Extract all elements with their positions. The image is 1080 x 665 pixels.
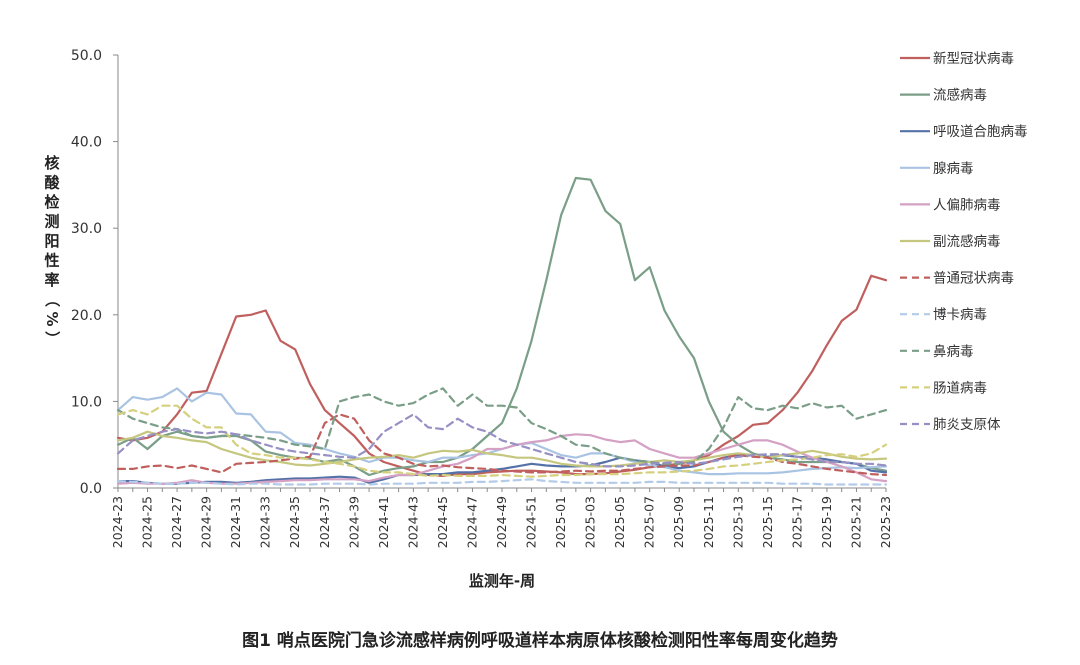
x-tick-label: 2025-09 [671,496,686,548]
x-tick-label: 2025-13 [730,496,745,548]
legend-label: 博卡病毒 [933,306,987,323]
legend-label: 鼻病毒 [933,343,974,360]
series-layer [116,176,888,486]
x-axis-title: 监测年-周 [469,572,535,590]
y-axis-title-char: % [43,311,61,326]
x-tick-label: 2025-07 [642,496,657,548]
legend-label: 人偏肺病毒 [933,197,1001,213]
x-tick-label: 2025-05 [612,496,627,548]
axes: 0.0 10.0 20.0 30.0 40.0 50.0 2024-23 2024-25 202… [71,48,893,548]
x-tick-label: 2025-17 [789,496,804,548]
y-axis-title-char: 阳 [44,232,59,250]
legend-label: 呼吸道合胞病毒 [933,124,1028,140]
x-tick-label: 2025-11 [701,496,716,548]
x-tick-label: 2024-25 [140,496,155,548]
y-axis-title-char: 检 [44,193,59,211]
legend-label: 新型冠状病毒 [933,51,1014,67]
x-tick-label: 2024-41 [376,496,391,548]
y-axis-title-char: 测 [44,213,59,231]
x-tick-label: 2024-51 [524,496,539,548]
series-line-5 [116,433,888,485]
y-axis-title-char: 率 [44,271,59,289]
y-axis-title-char: ） [43,331,61,346]
figure-caption: 图1 哨点医院门急诊流感样病例呼吸道样本病原体核酸检测阳性率每周变化趋势 [242,631,838,651]
legend-label: 副流感病毒 [933,233,1001,250]
legend: 新型冠状病毒流感病毒呼吸道合胞病毒腺病毒人偏肺病毒副流感病毒普通冠状病毒博卡病毒… [900,51,1028,433]
series-line-10 [116,404,888,478]
series-line-7 [116,413,888,477]
y-axis-title-char: （ [43,292,61,307]
x-tick-label: 2025-19 [819,496,834,548]
y-axis-title-char: 酸 [44,174,60,192]
legend-label: 肠道病毒 [933,380,987,396]
x-tick-label: 2024-37 [317,496,332,548]
x-tick-label: 2025-21 [848,496,863,548]
y-tick-label: 40.0 [71,135,102,151]
x-tick-label: 2024-29 [199,496,214,548]
x-tick-label: 2025-03 [583,496,598,548]
x-tick-label: 2024-47 [464,496,479,548]
x-axis-title-group: 监测年-周 [469,572,535,590]
x-tick-label: 2024-33 [258,496,273,548]
series-line-1 [116,274,888,477]
y-axis-title-char: 核 [44,154,59,172]
series-line-9 [116,387,888,465]
y-tick-label: 0.0 [80,481,102,497]
x-tick-label: 2024-45 [435,496,450,548]
series-line-11 [116,413,888,468]
x-tick-label: 2024-27 [169,496,184,548]
x-tick-label: 2024-39 [346,496,361,548]
y-tick-label: 30.0 [71,221,102,237]
legend-label: 腺病毒 [933,161,974,177]
series-line-6 [116,430,888,468]
x-tick-label: 2024-49 [494,496,509,548]
y-tick-label: 50.0 [71,48,102,64]
legend-label: 肺炎支原体 [933,417,1001,433]
series-line-8 [116,478,888,486]
y-axis-title-char: 性 [44,252,59,270]
legend-label: 普通冠状病毒 [933,271,1014,287]
x-tick-label: 2025-01 [553,496,568,548]
y-axis-title: 核酸检测阳性率 （% ） [43,154,61,346]
y-tick-label: 10.0 [71,394,102,410]
y-tick-label: 20.0 [71,308,102,324]
x-tick-label: 2025-23 [878,496,893,548]
x-tick-label: 2024-43 [405,496,420,548]
x-tick-label: 2024-23 [110,496,125,548]
legend-label: 流感病毒 [933,87,987,104]
x-tick-label: 2024-35 [287,496,302,548]
x-tick-label: 2024-31 [228,496,243,548]
line-chart: 核酸检测阳性率 （% ） 0.0 10.0 20.0 30.0 40.0 50.0 2024-2… [43,48,1028,590]
x-tick-label: 2025-15 [760,496,775,548]
